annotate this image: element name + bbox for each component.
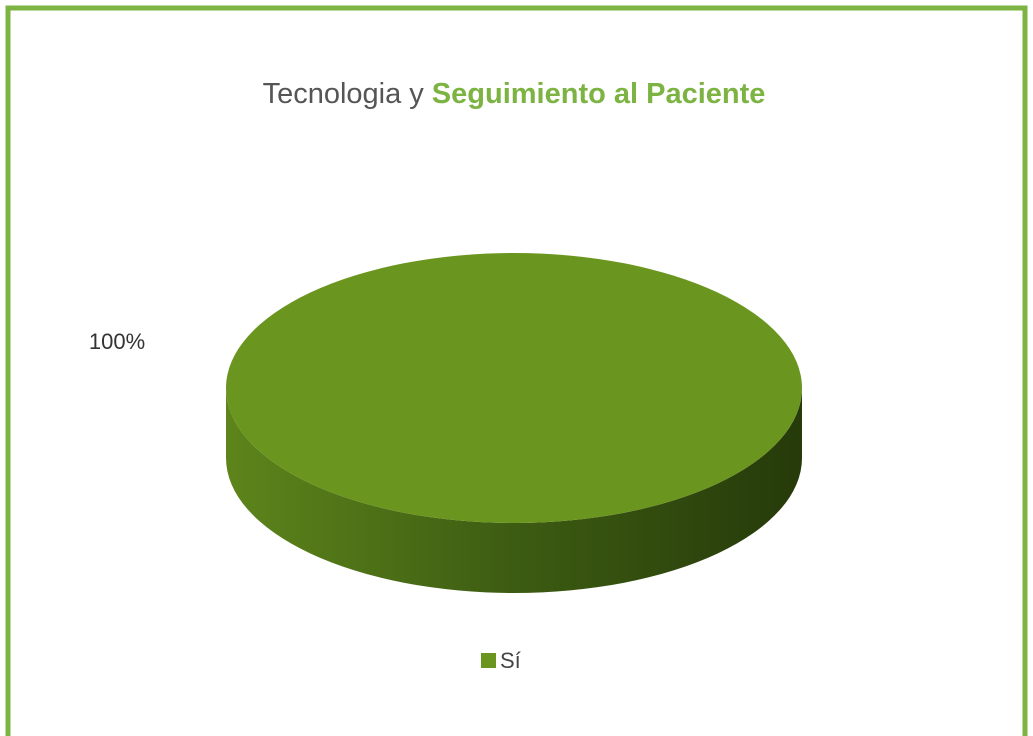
data-label: 100% [89, 329, 145, 354]
legend-swatch [481, 653, 496, 668]
chart-title: Tecnologia y Seguimiento al Paciente [263, 78, 766, 110]
title-highlight: Seguimiento al Paciente [432, 78, 766, 110]
title-part: Tecnologia y [263, 78, 425, 110]
pie-side [226, 388, 802, 593]
pie-slice [226, 253, 802, 523]
legend-label: Sí [500, 648, 521, 673]
